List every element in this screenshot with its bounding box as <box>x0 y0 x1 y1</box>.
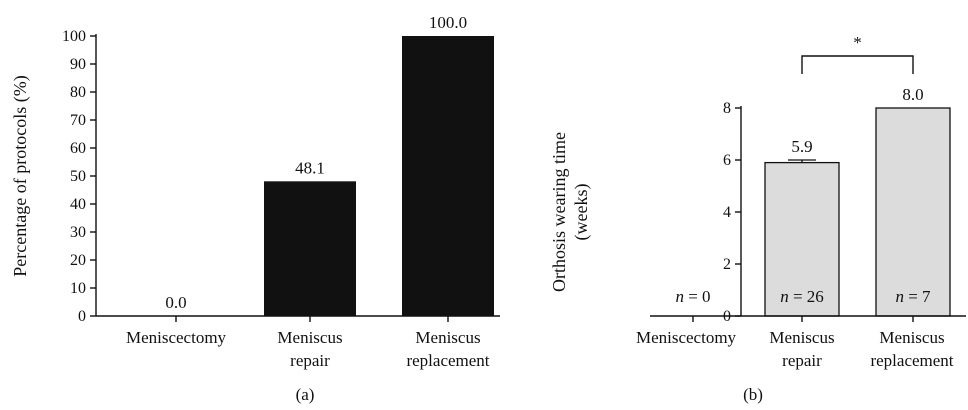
panel-b-significance-label: * <box>853 33 862 52</box>
panel-b-category-label: Meniscus repair <box>769 328 834 370</box>
panel-b-n-label: n = 26 <box>780 287 824 306</box>
panel-a-y-tick-label: 0 <box>78 308 86 325</box>
panel-a-y-tick-label: 50 <box>70 168 86 185</box>
panel-b-y-tick-label: 2 <box>723 256 731 273</box>
panel-b-bar <box>875 107 951 317</box>
panel-b-data-label: 8.0 <box>902 85 923 104</box>
panel-b-category-label: Meniscectomy <box>636 328 737 347</box>
panel-a-panel-label: (a) <box>296 385 315 404</box>
panel-a-bar <box>402 36 494 316</box>
panel-a-category-label: Meniscus replacement <box>406 328 489 370</box>
panel-a-category-label: Meniscus repair <box>277 328 342 370</box>
panel-a-data-label: 100.0 <box>429 13 467 32</box>
panel-a-category-label: Meniscectomy <box>126 328 227 347</box>
panel-b-significance-bracket <box>801 55 914 74</box>
panel-a-y-tick-label: 10 <box>70 280 86 297</box>
panel-b-y-tick-label: 8 <box>723 100 731 117</box>
panel-a-y-tick-label: 20 <box>70 252 86 269</box>
panel-b-y-tick-label: 0 <box>723 308 731 325</box>
panel-a-y-tick-label: 30 <box>70 224 86 241</box>
panel-a-y-tick-label: 40 <box>70 196 86 213</box>
panel-b-n-label: n = 0 <box>675 287 710 306</box>
panel-b-data-label: 5.9 <box>791 137 812 156</box>
panel-a-y-tick-label: 80 <box>70 84 86 101</box>
panel-a-data-label: 0.0 <box>165 293 186 312</box>
panel-b-y-axis-label: Orthosis wearing time (weeks) <box>549 132 592 292</box>
panel-a-y-tick-label: 60 <box>70 140 86 157</box>
panel-b-y-tick-label: 6 <box>723 152 731 169</box>
panel-b-category-label: Meniscus replacement <box>870 328 953 370</box>
panel-a-data-label: 48.1 <box>295 158 325 177</box>
panel-b-y-tick-label: 4 <box>723 204 731 221</box>
panel-a-y-tick-label: 100 <box>62 28 86 45</box>
panel-a-y-axis-label: Percentage of protocols (%) <box>10 75 31 276</box>
panel-a-y-tick-label: 90 <box>70 56 86 73</box>
panel-b-panel-label: (b) <box>743 385 763 404</box>
panel-a-y-tick-label: 70 <box>70 112 86 129</box>
panel-b-n-label: n = 7 <box>895 287 931 306</box>
panel-a-bar <box>264 181 356 316</box>
